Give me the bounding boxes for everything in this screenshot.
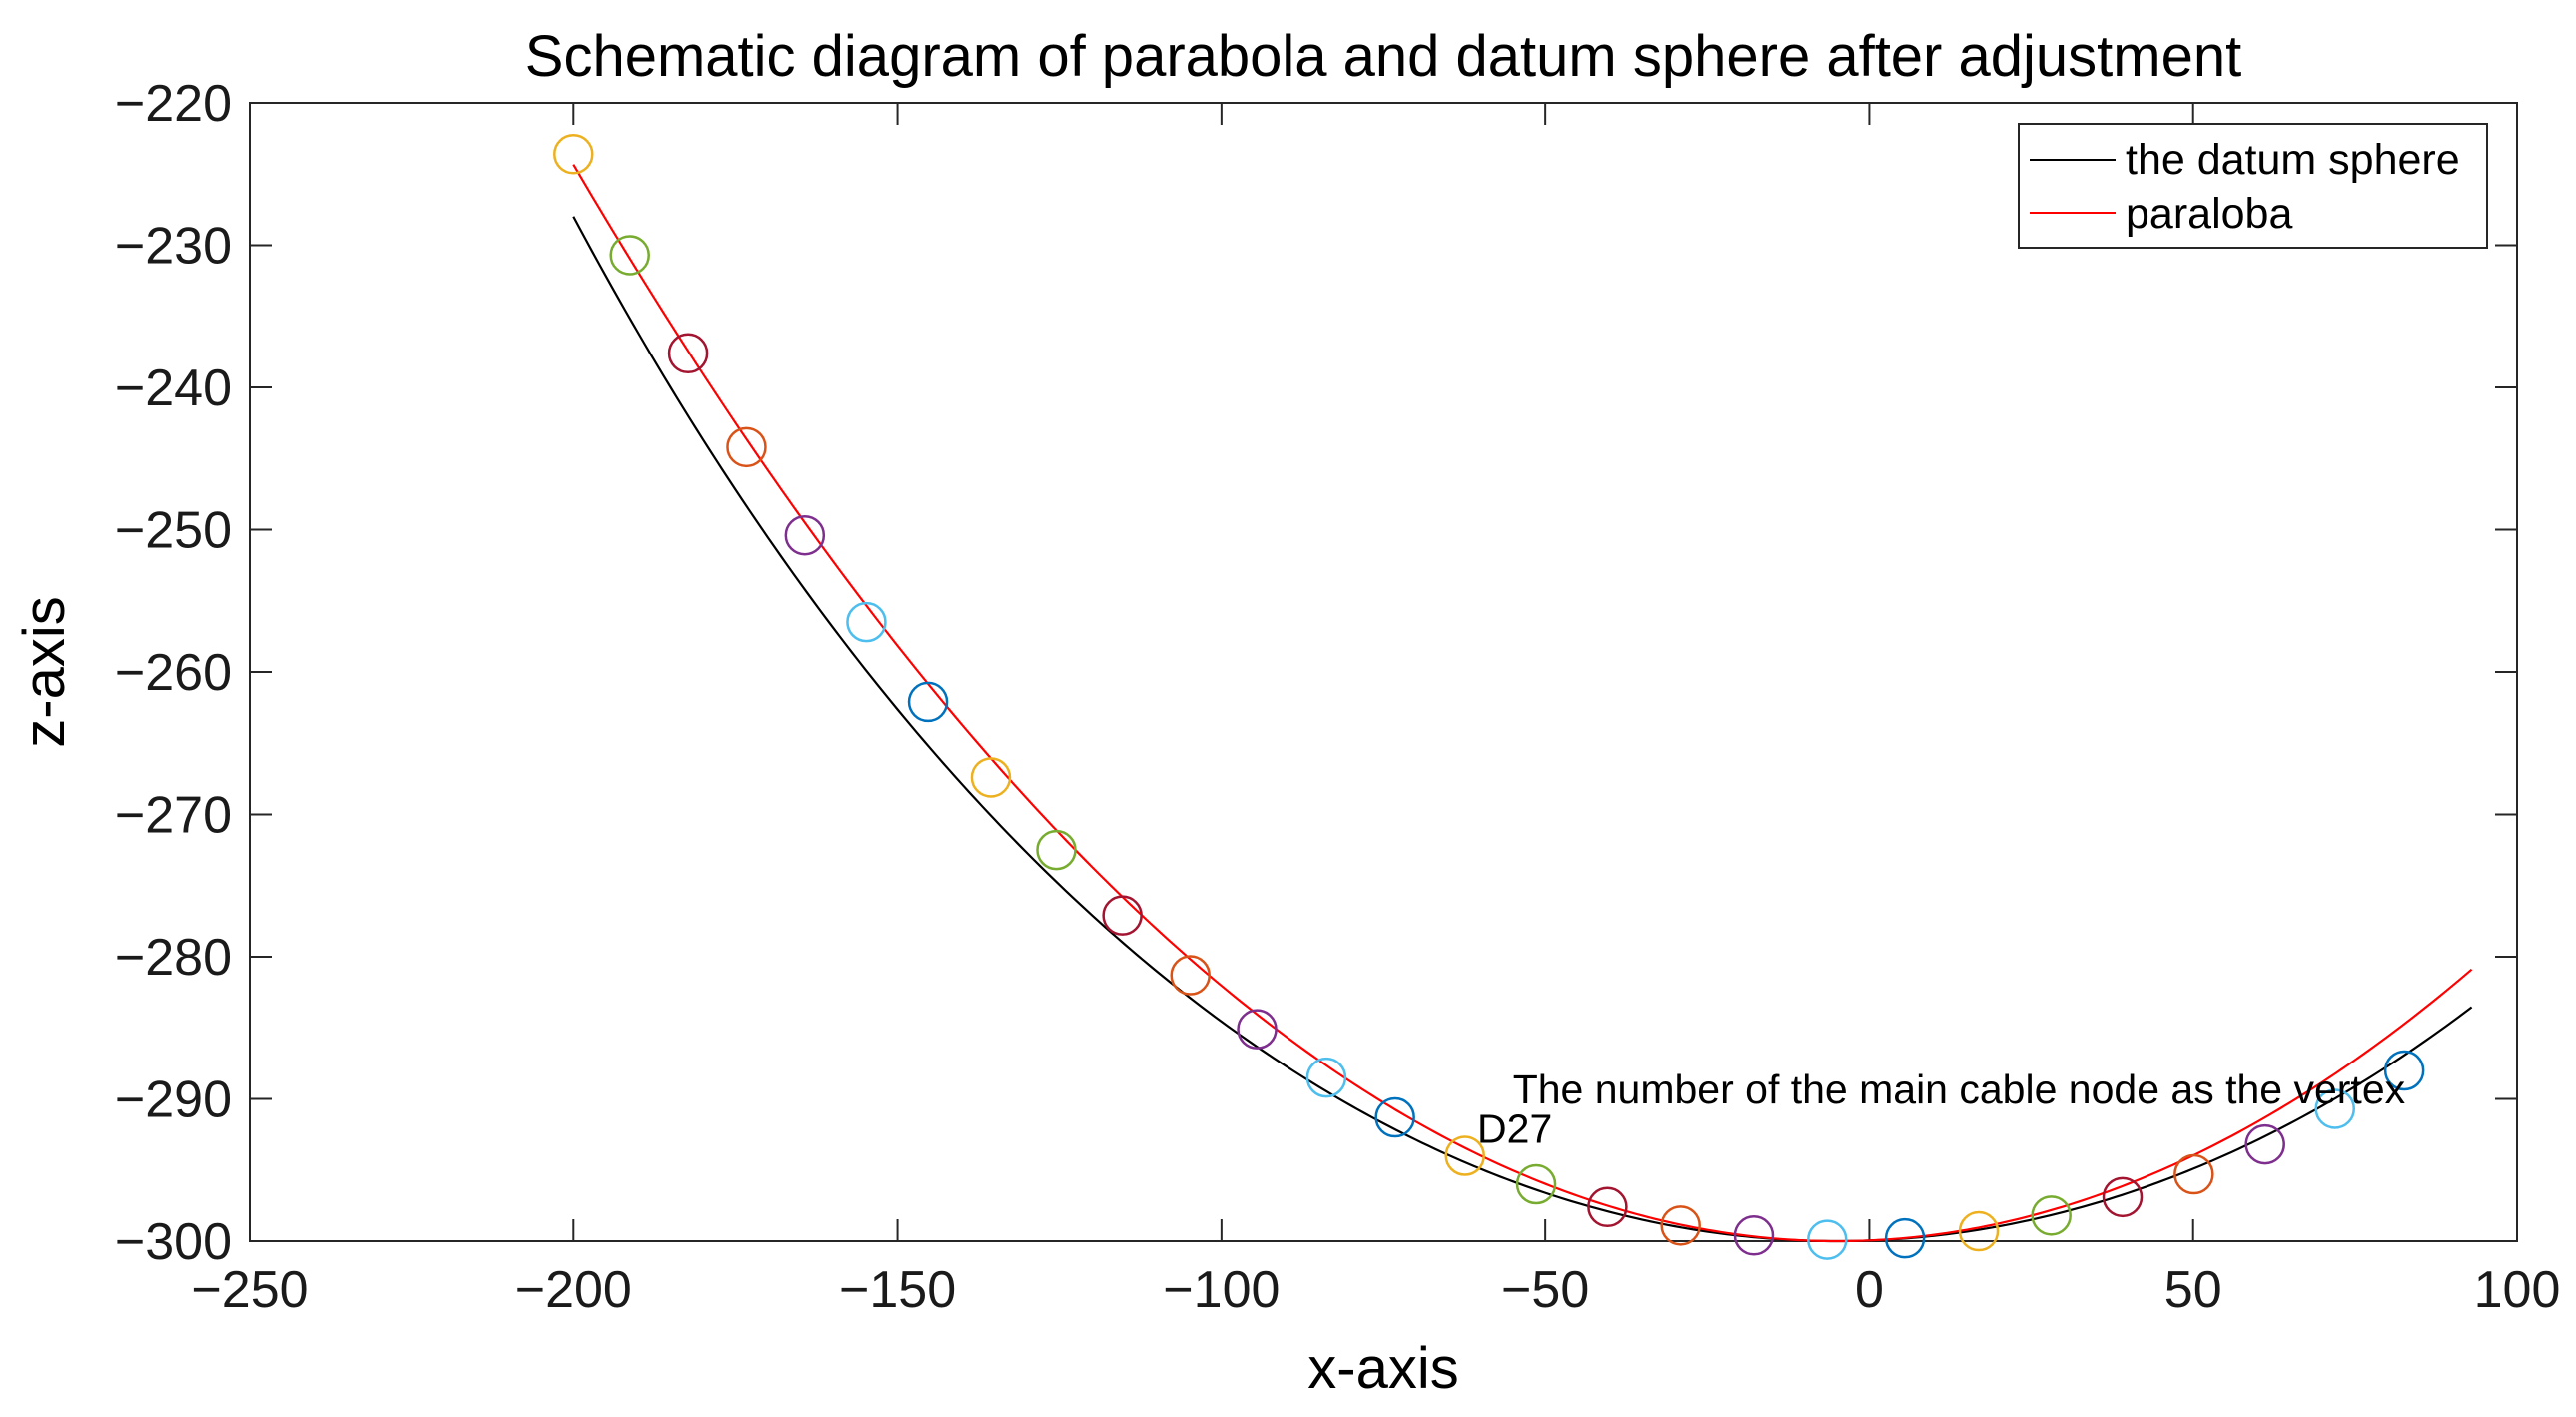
y-tick-label: −260 bbox=[115, 644, 232, 702]
node-marker bbox=[1374, 1096, 1415, 1138]
node-marker bbox=[553, 134, 594, 175]
node-marker bbox=[1036, 829, 1077, 871]
y-tick-label: −240 bbox=[115, 359, 232, 417]
node-marker bbox=[2173, 1153, 2214, 1195]
node-marker bbox=[2031, 1195, 2072, 1236]
y-tick-label: −290 bbox=[115, 1071, 232, 1129]
node-marker bbox=[1305, 1057, 1347, 1098]
chart-title: Schematic diagram of parabola and datum … bbox=[525, 24, 2241, 89]
node-marker bbox=[1102, 895, 1143, 936]
series-datum-sphere bbox=[572, 216, 2473, 1243]
annotations: The number of the main cable node as the… bbox=[1477, 1066, 2406, 1152]
node-marker bbox=[2244, 1123, 2285, 1165]
node-marker bbox=[1170, 955, 1211, 996]
y-tick-label: −280 bbox=[115, 929, 232, 987]
legend-box bbox=[2018, 123, 2488, 249]
x-axis-label: x-axis bbox=[1307, 1336, 1458, 1401]
node-marker bbox=[970, 757, 1012, 798]
axes-box bbox=[249, 102, 2518, 1242]
node-marker bbox=[1884, 1217, 1926, 1259]
node-marker bbox=[907, 681, 949, 723]
legend-label-paraloba: paraloba bbox=[2126, 190, 2292, 238]
x-tick-label: −50 bbox=[1501, 1261, 1589, 1319]
node-marker bbox=[2102, 1176, 2144, 1218]
annotation-text: D27 bbox=[1477, 1106, 1552, 1152]
node-marker bbox=[1515, 1163, 1557, 1205]
node-marker bbox=[1807, 1219, 1848, 1260]
y-tick-label: −250 bbox=[115, 502, 232, 560]
x-tick-label: −100 bbox=[1163, 1261, 1280, 1319]
x-tick-label: −200 bbox=[515, 1261, 632, 1319]
annotation-text: The number of the main cable node as the… bbox=[1513, 1066, 2406, 1112]
x-tick-label: 50 bbox=[2164, 1261, 2222, 1319]
curves bbox=[572, 164, 2473, 1243]
y-tick-label: −230 bbox=[115, 218, 232, 276]
node-marker bbox=[1958, 1210, 2000, 1252]
x-tick-labels: −250 −200 −150 −100 −50 0 50 100 bbox=[191, 1261, 2560, 1319]
x-tick-label: 0 bbox=[1855, 1261, 1884, 1319]
y-axis-label: z-axis bbox=[12, 596, 77, 747]
x-tick-label: −250 bbox=[191, 1261, 308, 1319]
legend: the datum sphere paraloba bbox=[2018, 123, 2488, 249]
x-tick-label: 100 bbox=[2474, 1261, 2561, 1319]
node-marker bbox=[609, 235, 650, 276]
node-marker bbox=[1587, 1186, 1628, 1228]
y-tick-label: −270 bbox=[115, 787, 232, 845]
y-tick-labels: −220 −230 −240 −250 −260 −270 −280 −290 −300 bbox=[115, 75, 232, 1271]
axis-ticks bbox=[249, 102, 2518, 1242]
plot-area: The number of the main cable node as the… bbox=[249, 102, 2518, 1260]
node-marker bbox=[2383, 1050, 2425, 1091]
node-marker bbox=[1660, 1205, 1701, 1246]
x-tick-label: −150 bbox=[839, 1261, 956, 1319]
node-markers bbox=[553, 134, 2425, 1260]
node-marker bbox=[1733, 1215, 1775, 1256]
node-marker bbox=[1444, 1135, 1485, 1176]
y-tick-label: −300 bbox=[115, 1213, 232, 1271]
node-marker bbox=[726, 426, 767, 468]
legend-label-datum-sphere: the datum sphere bbox=[2126, 136, 2460, 184]
y-tick-label: −220 bbox=[115, 75, 232, 133]
node-marker bbox=[846, 601, 887, 643]
series-paraloba bbox=[572, 164, 2473, 1243]
node-marker bbox=[667, 333, 709, 374]
node-marker bbox=[784, 514, 826, 556]
node-marker bbox=[2314, 1088, 2356, 1129]
node-marker bbox=[1237, 1009, 1278, 1050]
